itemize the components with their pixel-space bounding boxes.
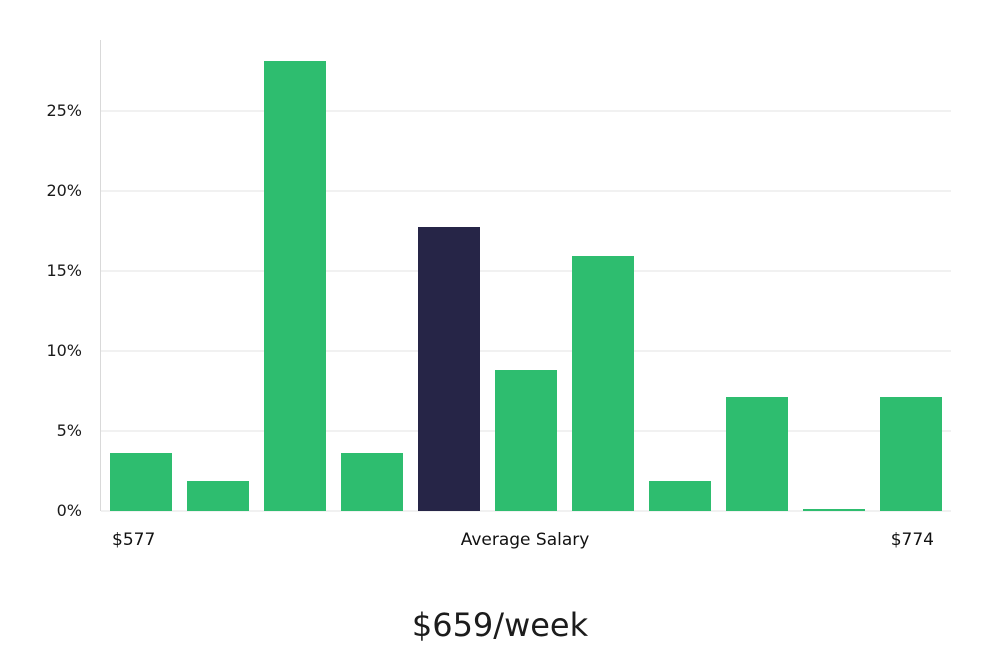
- y-tick-label-10: 10%: [46, 340, 82, 360]
- bar-3: [341, 453, 403, 511]
- y-tick-label-0: 0%: [56, 501, 82, 520]
- bar-average-salary: [418, 227, 480, 511]
- bar-6: [572, 256, 634, 511]
- gridline-0: [101, 510, 951, 512]
- y-tick-label-15: 15%: [46, 260, 82, 280]
- gridline-25: [101, 110, 951, 111]
- gridline-20: [101, 190, 951, 192]
- x-label-max-salary: $774: [890, 530, 934, 550]
- gridline-10: [101, 350, 951, 352]
- x-axis-labels: $577 Average Salary $774: [100, 526, 950, 554]
- y-axis-labels: 0% 5% 10% 15% 20% 25%: [0, 40, 92, 519]
- x-label-min-salary: $577: [112, 530, 156, 550]
- gridline-15: [101, 270, 951, 272]
- bar-8: [726, 397, 788, 511]
- average-salary-caption: $659/week: [411, 606, 589, 644]
- bar-9: [803, 508, 865, 511]
- y-tick-label-25: 25%: [46, 100, 82, 120]
- y-tick-label-20: 20%: [46, 180, 82, 200]
- bar-10: [880, 397, 942, 511]
- bar-5: [495, 370, 557, 511]
- bars-container: [101, 40, 951, 511]
- bar-7: [649, 480, 711, 511]
- y-tick-label-5: 5%: [56, 420, 82, 440]
- bar-2: [264, 60, 326, 511]
- bar-0: [110, 453, 172, 511]
- bar-1: [187, 480, 249, 511]
- x-label-average-salary: Average Salary: [460, 530, 590, 550]
- plot-area: [100, 40, 951, 512]
